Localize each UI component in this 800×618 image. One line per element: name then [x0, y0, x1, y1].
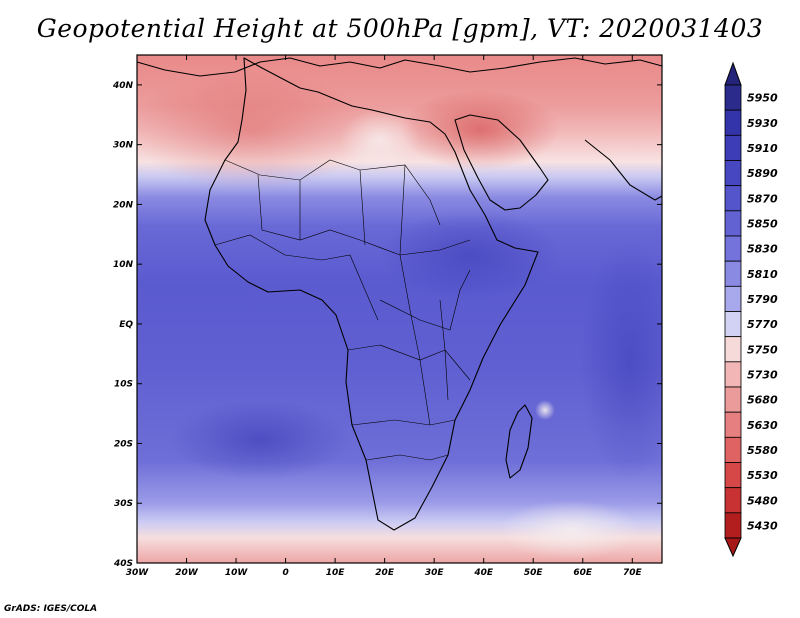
colorbar-swatch — [724, 210, 742, 237]
y-tick-label: 30N — [113, 141, 134, 151]
colorbar-swatch — [724, 512, 742, 539]
colorbar: 5950 5930 5910 5890 5870 5850 5830 5810 5790 5770… — [724, 61, 778, 558]
y-tick-label: 40N — [112, 81, 134, 91]
colorbar-top-arrow — [724, 61, 742, 86]
colorbar-swatch — [724, 134, 742, 161]
colorbar-label: 5580 — [747, 444, 778, 457]
x-tick-label: 20E — [375, 568, 395, 578]
x-tick-label: 50E — [524, 568, 544, 578]
colorbar-label: 5930 — [747, 117, 778, 130]
colorbar-swatch — [724, 160, 742, 187]
colorbar-swatch — [724, 336, 742, 363]
coastlines — [136, 57, 663, 531]
colorbar-label: 5530 — [747, 469, 778, 482]
colorbar-label: 5680 — [747, 394, 778, 407]
y-tick-label: 10N — [113, 260, 134, 270]
colorbar-swatch — [724, 436, 742, 463]
map-frame — [136, 54, 663, 564]
colorbar-label: 5770 — [747, 318, 778, 331]
x-tick-label: 10W — [225, 568, 249, 578]
x-tick-label: 0 — [282, 568, 288, 578]
colorbar-swatch — [724, 285, 742, 312]
x-tick-label: 60E — [573, 568, 593, 578]
colorbar-swatch — [724, 260, 742, 287]
x-tick-label: 70E — [623, 568, 643, 578]
colorbar-label: 5950 — [747, 92, 778, 105]
colorbar-label: 5790 — [747, 293, 778, 306]
colorbar-label: 5910 — [747, 142, 778, 155]
colorbar-bottom-arrow — [724, 537, 742, 558]
colorbar-swatch — [724, 84, 742, 111]
x-tick-label: 30E — [425, 568, 445, 578]
x-tick-label: 10E — [326, 568, 346, 578]
colorbar-label: 5750 — [747, 343, 778, 356]
colorbar-label: 5430 — [747, 519, 778, 532]
y-tick-label: 20N — [113, 200, 134, 210]
colorbar-swatch — [724, 487, 742, 514]
y-tick-label: 20S — [114, 439, 133, 449]
colorbar-swatch — [724, 411, 742, 438]
colorbar-swatch — [724, 386, 742, 413]
colorbar-swatch — [724, 235, 742, 262]
x-tick-label: 40E — [473, 568, 494, 578]
colorbar-swatch — [724, 109, 742, 136]
colorbar-swatch — [724, 311, 742, 338]
latitude-ticks: 40N 30N 20N 10N EQ 10S 20S 30S 40S — [112, 81, 662, 569]
colorbar-label: 5630 — [747, 419, 778, 432]
colorbar-label: 5810 — [747, 268, 778, 281]
y-tick-label: 40S — [113, 559, 133, 569]
colorbar-swatch — [724, 185, 742, 212]
country-borders — [214, 159, 471, 461]
height-field — [137, 55, 662, 563]
colorbar-label: 5480 — [747, 494, 778, 507]
colorbar-swatch — [724, 361, 742, 388]
colorbar-label: 5730 — [747, 368, 778, 381]
colorbar-label: 5890 — [747, 167, 778, 180]
x-tick-label: 30W — [126, 568, 150, 578]
map-title: Geopotential Height at 500hPa [gpm], VT:… — [36, 14, 764, 43]
y-tick-label: 30S — [114, 499, 133, 509]
y-tick-label: EQ — [119, 320, 133, 330]
grads-credit: GrADS: IGES/COLA — [4, 604, 98, 614]
y-tick-label: 10S — [114, 380, 133, 390]
colorbar-label: 5870 — [747, 192, 778, 205]
colorbar-label: 5830 — [747, 243, 778, 256]
x-tick-label: 20W — [175, 568, 199, 578]
colorbar-swatch — [724, 462, 742, 489]
longitude-ticks: 30W 20W 10W 0 10E 20E 30E 40E 50E 60E 70E — [126, 55, 643, 578]
colorbar-label: 5850 — [747, 217, 778, 230]
